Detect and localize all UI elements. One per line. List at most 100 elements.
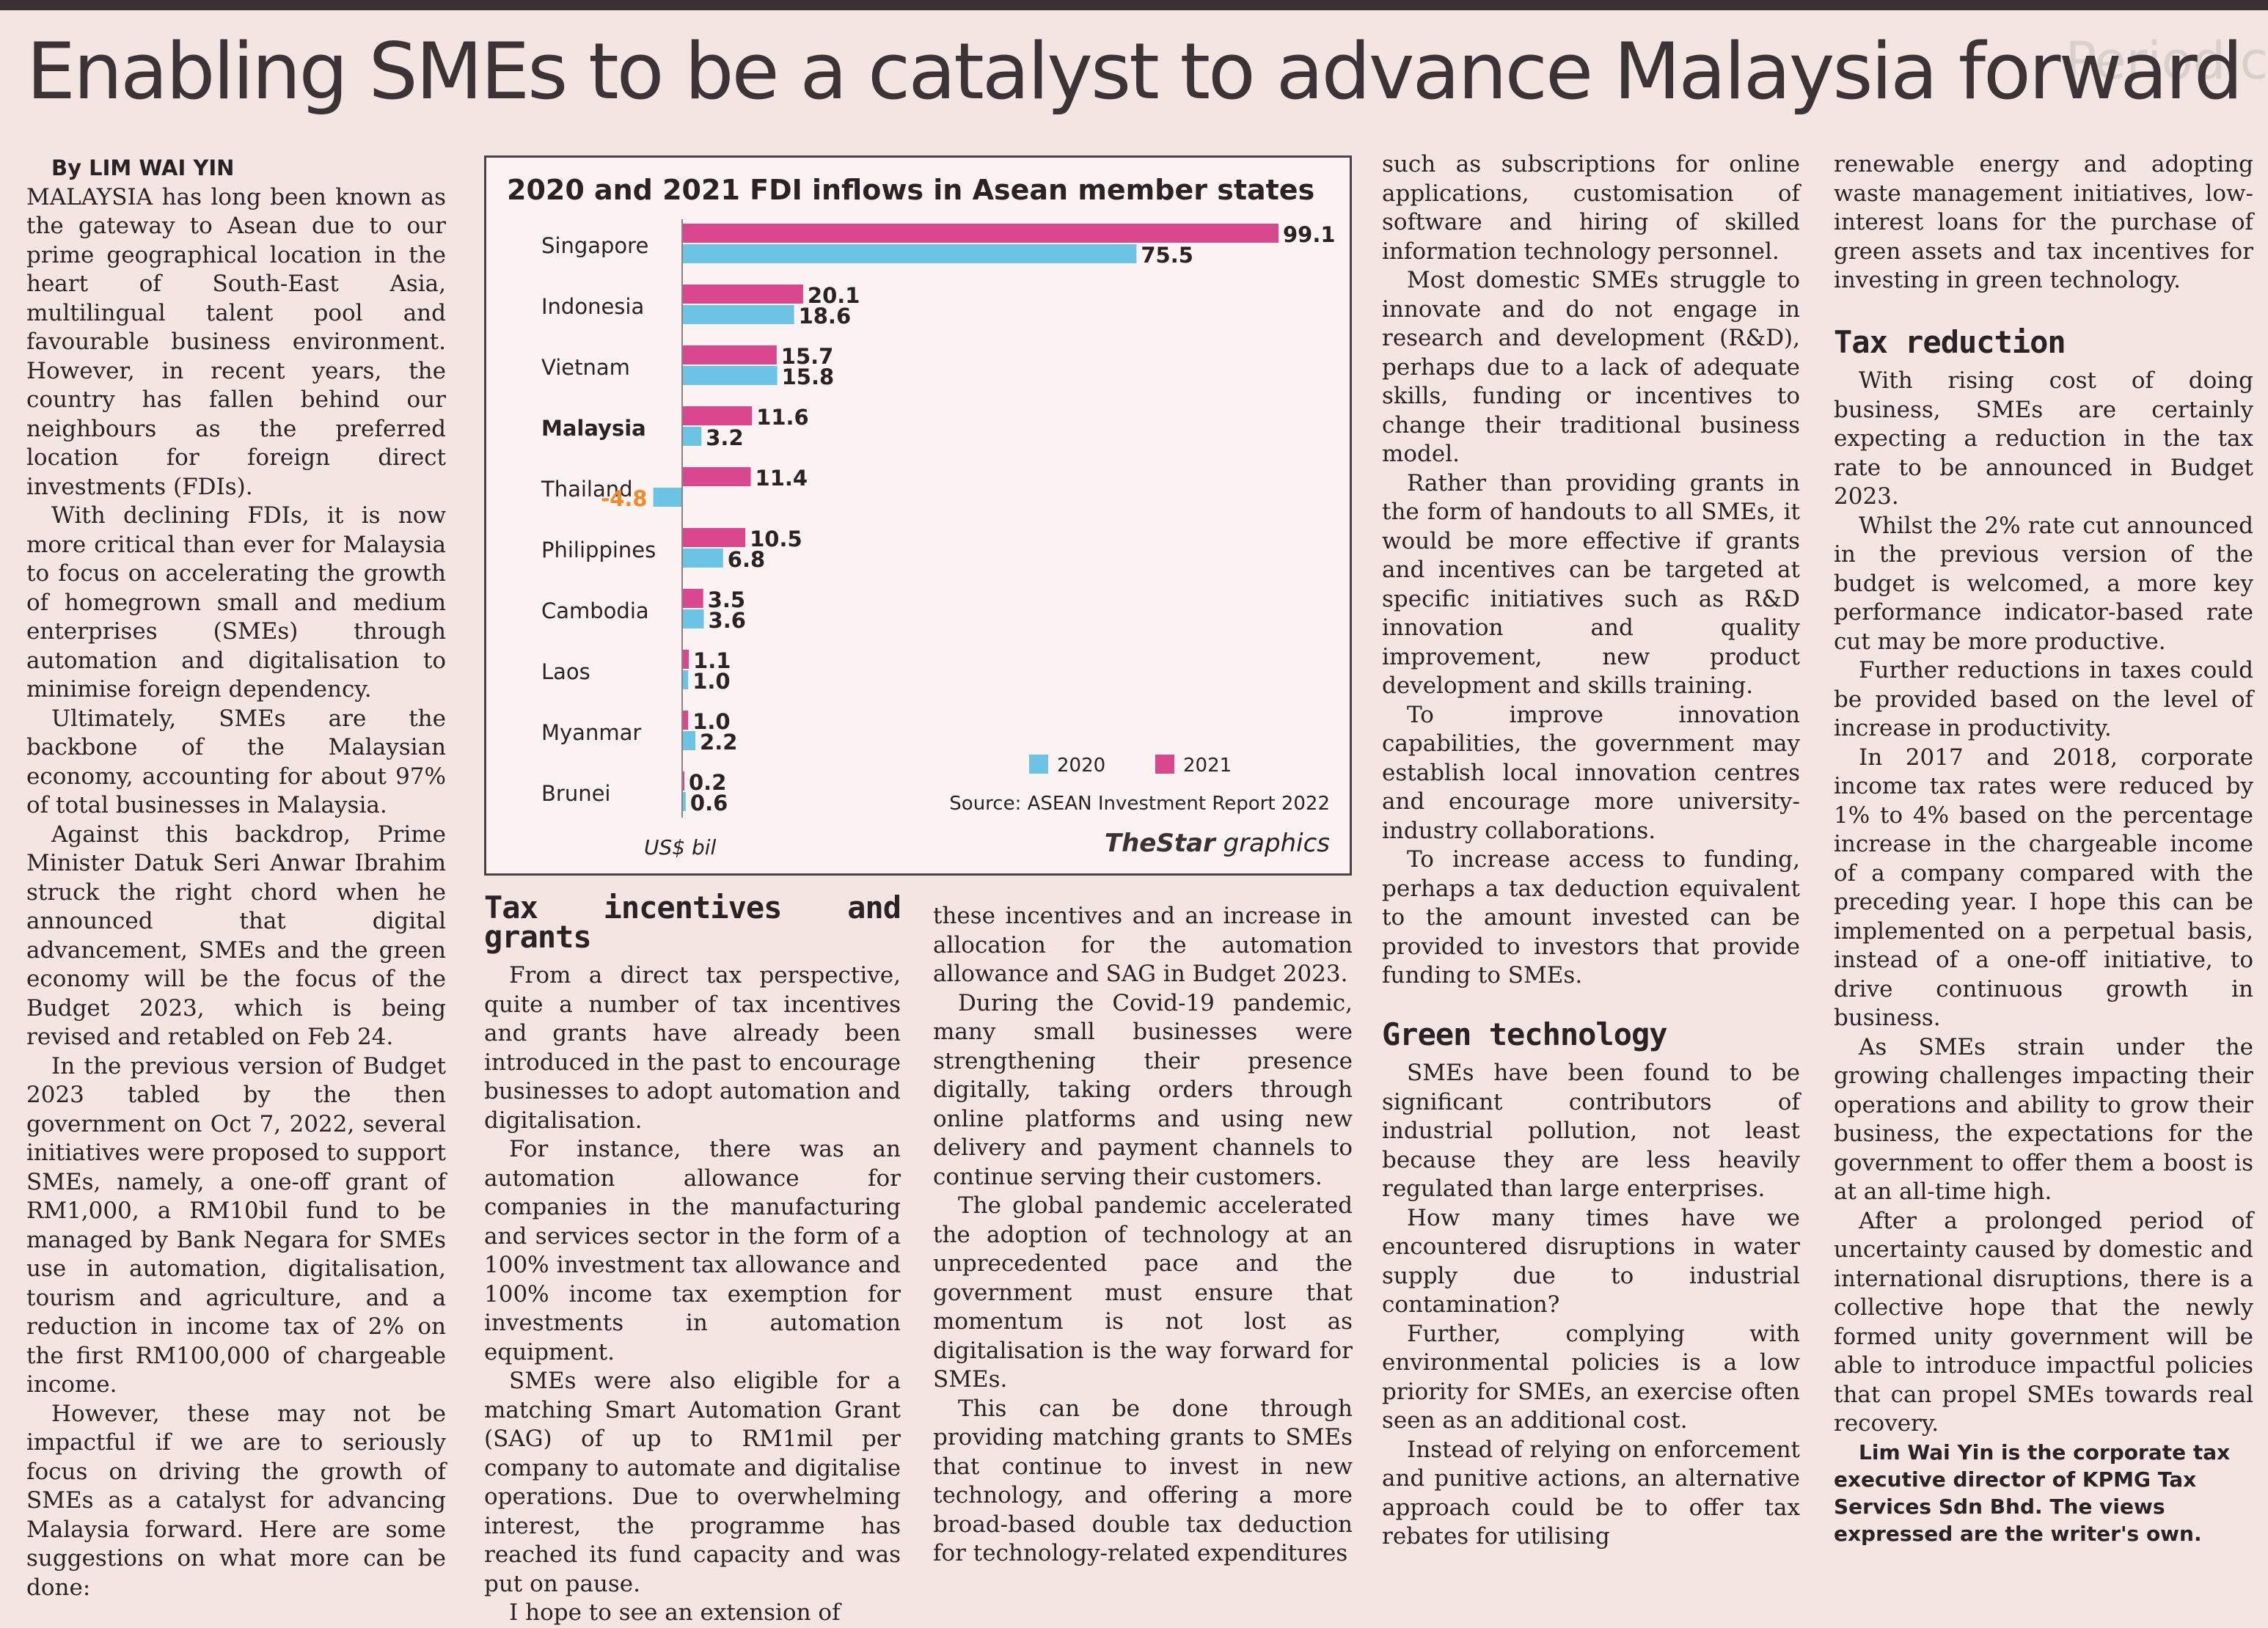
paragraph: SMEs have been found to be significant c… [1382,1060,1800,1202]
category-label: Brunei [541,781,610,806]
paragraph: From a direct tax perspective, quite a n… [484,962,901,1134]
paragraph: For instance, there was an automation al… [484,1136,901,1365]
value-label-2020: 15.8 [782,364,835,389]
chart-plot: Singapore 99.1 75.5 Indonesia 20.118.6 Vietna… [541,219,1336,859]
paragraph: With declining FDIs, it is now more crit… [26,502,446,703]
paragraph: such as subscriptions for online applica… [1382,151,1800,265]
category-label: Vietnam [541,355,630,380]
paragraph: MALAYSIA has long been known as the gate… [26,183,446,500]
bar-2021 [682,528,746,547]
paragraph: renewable energy and adopting waste mana… [1834,151,2253,293]
column-3: these incentives and an increase in allo… [933,902,1353,1569]
bar-2020 [682,792,686,811]
value-label-2021: 1.0 [692,709,730,734]
column-4: such as subscriptions for online applica… [1382,150,1800,1552]
value-label-2020: 75.5 [1141,243,1193,268]
paragraph: Further reductions in taxes could be pro… [1834,657,2253,741]
bar-2020 [682,670,689,689]
bar-2020 [682,609,704,628]
bar-2021 [682,467,751,486]
value-label-2021: 20.1 [808,283,860,308]
value-label-2021: 0.2 [689,770,726,795]
bar-2020 [653,488,682,507]
unit-label: US$ bil [644,835,717,859]
paragraph: The global pandemic accelerated the adop… [933,1192,1353,1393]
legend-label-2021: 2021 [1183,755,1232,777]
value-label-2020: 2.2 [700,730,737,755]
chart-title: 2020 and 2021 FDI inflows in Asean membe… [507,174,1315,206]
paragraph: During the Covid-19 pandemic, many small… [933,989,1353,1190]
paragraph: To increase access to funding, perhaps a… [1382,846,1800,989]
fdi-chart: 2020 and 2021 FDI inflows in Asean membe… [484,155,1352,876]
legend-swatch-2021 [1155,755,1174,774]
value-label-2020: -4.8 [601,486,647,511]
bar-2021 [682,771,684,791]
credit-brand: TheStar [1105,829,1217,858]
value-label-2020: 3.2 [706,425,743,450]
category-label: Cambodia [541,598,649,623]
paragraph: Rather than providing grants in the form… [1382,469,1800,700]
paragraph: However, these may not be impactful if w… [26,1400,446,1601]
adjacent-article-ghost-text: Periodic [2065,31,2268,91]
category-label: Laos [541,659,590,684]
paragraph: I hope to see an extension of [509,1599,841,1626]
bar-2021 [682,650,689,669]
paragraph: As SMEs strain under the growing challen… [1834,1033,2253,1206]
top-rule [0,0,2268,10]
author-note: Lim Wai Yin is the corporate tax executi… [1834,1440,2231,1546]
bar-2021 [682,224,1279,243]
bar-2020 [682,244,1137,263]
bar-2020 [682,731,696,750]
value-label-2020: 18.6 [799,304,852,329]
category-label: Thailand [541,477,633,502]
paragraph: Whilst the 2% rate cut announced in the … [1834,512,2253,655]
value-label-2021: 99.1 [1283,222,1336,247]
bar-2021 [682,589,703,608]
bar-2021 [682,406,753,425]
value-label-2020: 3.6 [709,608,746,633]
value-label-2021: 15.7 [781,344,834,369]
paragraph: How many times have we encountered disru… [1382,1204,1800,1319]
chart-source: Source: ASEAN Investment Report 2022 [949,793,1330,815]
value-label-2020: 6.8 [728,547,765,572]
value-label-2020: 1.0 [692,669,730,694]
paragraph: SMEs were also eligible for a matching S… [484,1368,901,1597]
bar-2020 [682,549,723,568]
column-1: By LIM WAI YIN MALAYSIA has long been kn… [26,154,446,1602]
category-label: Myanmar [541,720,641,745]
chart-credit: TheStar graphics [1105,829,1330,858]
category-label: Indonesia [541,294,644,319]
subhead-green-technology: Green technology [1382,1016,1668,1052]
value-label-2021: 10.5 [750,527,802,551]
paragraph: With rising cost of doing business, SMEs… [1834,367,2253,510]
paragraph: In 2017 and 2018, corporate income tax r… [1834,744,2253,1032]
value-label-2021: 11.6 [756,405,809,430]
paragraph: After a prolonged period of uncertainty … [1834,1207,2253,1437]
value-label-2021: 11.4 [756,466,808,491]
paragraph: To improve innovation capabilities, the … [1382,701,1800,844]
value-label-2021: 3.5 [708,587,745,612]
headline: Enabling SMEs to be a catalyst to advanc… [26,26,2243,117]
paragraph: Further, complying with environmental po… [1382,1320,1800,1434]
column-5: renewable energy and adopting waste mana… [1834,150,2253,1547]
bar-2020 [682,305,794,324]
subhead-tax-reduction: Tax reduction [1834,323,2066,360]
bar-2020 [682,427,702,446]
legend-swatch-2020 [1029,755,1048,774]
bar-2021 [682,345,777,364]
paragraph: Most domestic SMEs struggle to innovate … [1382,267,1800,467]
column-2: Tax incentives and grants From a direct … [484,890,901,1628]
paragraph: In the previous version of Budget 2023 t… [26,1052,446,1398]
bar-2021 [682,285,803,304]
credit-suffix: graphics [1215,829,1330,858]
bar-2021 [682,711,689,730]
paragraph: This can be done through providing match… [933,1395,1353,1567]
paragraph: Against this backdrop, Prime Minister Da… [26,821,446,1051]
byline: By LIM WAI YIN [51,155,235,180]
legend-label-2020: 2020 [1057,755,1105,777]
paragraph: Instead of relying on enforcement and pu… [1382,1436,1800,1550]
category-label: Philippines [541,538,656,562]
value-label-2021: 1.1 [693,648,731,673]
category-label: Malaysia [541,416,646,441]
subhead-tax-incentives: Tax incentives and grants [484,890,901,955]
